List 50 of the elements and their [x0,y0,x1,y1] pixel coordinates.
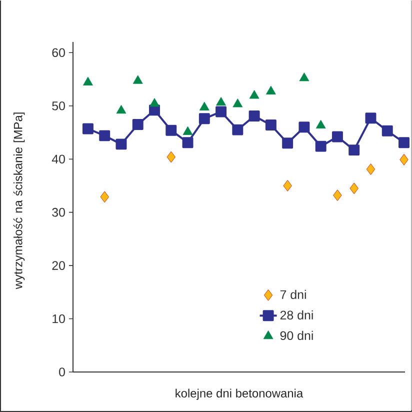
point [82,123,94,134]
point [116,104,126,114]
point [216,97,226,106]
y-axis-title: wytrzymałość na ściskanie [MPa] [13,112,25,290]
y-tick-label: 20 [52,261,65,270]
point [150,98,160,107]
point [100,191,109,203]
point [299,72,310,82]
point [132,75,143,84]
y-tick-label: 50 [52,101,65,110]
point [266,86,276,94]
point [166,151,176,163]
point [232,98,243,108]
point [166,124,177,136]
legend-label: 7 dni [280,290,306,300]
y-tick-label: 10 [52,314,65,324]
point [283,180,292,192]
point [248,110,260,122]
y-tick-label: 0 [59,368,65,376]
point [400,154,408,166]
x-axis-title: kolejne dni betonowania [176,388,304,400]
y-tick-label: 60 [52,48,65,58]
point [249,90,260,99]
point [265,120,276,131]
point [232,124,244,136]
point [199,102,210,110]
y-tick-label: 30 [52,208,65,217]
point [365,112,376,124]
point [116,138,127,150]
y-tick-label: 40 [52,154,65,164]
legend-label: 28 dni [280,310,313,320]
point [182,126,193,135]
point [99,130,110,142]
point [282,138,294,149]
point [315,140,326,152]
point [132,119,144,130]
point [350,182,358,194]
point [382,125,393,136]
point [83,76,93,86]
point [298,122,310,133]
point [333,190,342,201]
point [198,113,210,124]
point [216,106,227,118]
point [366,164,376,175]
point [348,144,360,156]
point [398,137,410,148]
legend-label: 90 dni [280,330,313,340]
point [182,137,194,148]
point [332,131,343,142]
point [316,120,326,129]
